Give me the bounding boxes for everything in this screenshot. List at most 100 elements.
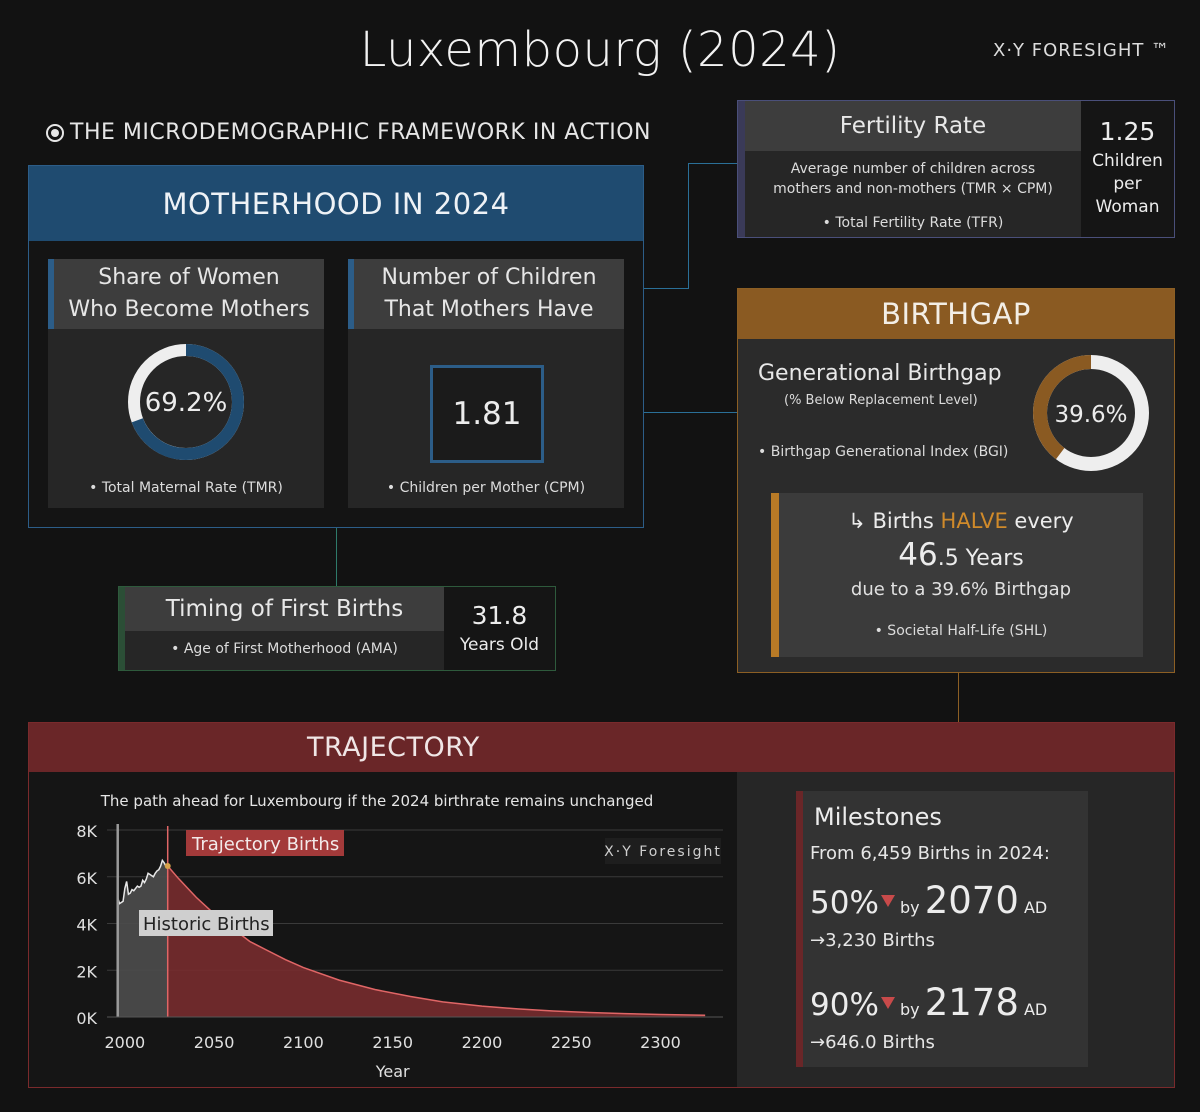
x-tick-label: 2150 [372,1033,413,1052]
bgi-footer: • Birthgap Generational Index (BGI) [758,444,1009,460]
chart-title: The path ahead for Luxembourg if the 202… [100,792,653,810]
bgi-value: 39.6% [1054,402,1127,428]
share-of-mothers-card: Share of Women Who Become Mothers 69.2% … [48,259,324,508]
cpm-value-box: 1.81 [430,365,544,463]
x-tick-label: 2200 [462,1033,503,1052]
milestone-90-ad: AD [1023,1000,1048,1019]
y-tick-label: 8K [76,822,97,841]
connector-line [644,412,738,413]
children-card-title-line1: Number of Children [381,265,597,290]
y-tick-label: 2K [76,962,97,981]
milestone-50-by: by [900,898,920,917]
milestone-50-year: 2070 [924,879,1019,922]
share-card-title-line1: Share of Women [98,265,280,290]
shl-footer: • Societal Half-Life (SHL) [874,623,1048,639]
connector-line [688,163,689,289]
tmr-value: 69.2% [145,388,228,418]
half-life-years: 46.5 Years [779,537,1143,573]
watermark-bg [605,838,721,864]
fertility-desc-line2: mothers and non-mothers (TMR × CPM) [773,181,1053,197]
x-axis-label: Year [375,1062,410,1081]
generational-birthgap-title: Generational Birthgap [758,361,1002,386]
x-tick-label: 2300 [640,1033,681,1052]
brand-logo: X·Y FORESIGHT ™ [993,40,1171,61]
trajectory-births-label: Trajectory Births [191,834,339,855]
halve-prefix: ↳ Births [848,509,941,533]
milestones-from: From 6,459 Births in 2024: [810,843,1050,864]
milestone-90: 90% by 2178 AD [810,981,1047,1024]
down-triangle-icon [880,895,895,907]
historic-births-label: Historic Births [143,914,270,935]
framework-subtitle: THE MICRODEMOGRAPHIC FRAMEWORK IN ACTION [46,120,651,145]
connector-line [688,163,738,164]
tfr-value-block: 1.25 Children per Woman [1081,101,1174,237]
tfr-unit-line3: Woman [1095,197,1160,217]
milestone-50: 50% by 2070 AD [810,879,1047,922]
y-tick-label: 6K [76,869,97,888]
y-tick-label: 4K [76,916,97,935]
milestones-panel: Milestones From 6,459 Births in 2024: 50… [737,772,1174,1087]
connector-line [958,673,959,723]
historic-births-line [116,858,168,905]
x-tick-label: 2100 [283,1033,324,1052]
trajectory-panel: TRAJECTORY The path ahead for Luxembourg… [28,722,1175,1088]
connector-line [644,288,689,289]
tfr-value: 1.25 [1099,117,1156,146]
trajectory-header: TRAJECTORY [29,723,1174,772]
fertility-footer: • Total Fertility Rate (TFR) [822,215,1004,231]
milestone-50-pct: 50% [810,885,879,921]
halve-suffix: every [1007,509,1074,533]
tmr-donut: 69.2% [128,344,244,460]
fertility-info: Fertility Rate Average number of childre… [738,101,1081,237]
halve-line: ↳ Births HALVE every [779,509,1143,533]
half-life-years-int: 46 [898,537,938,573]
x-tick-label: 2000 [104,1033,145,1052]
historic-births-area [117,860,168,1017]
target-icon [46,123,64,142]
trajectory-births-area [167,866,706,1017]
down-triangle-icon [880,997,895,1009]
fertility-title: Fertility Rate [745,101,1081,151]
generational-birthgap-subtitle: (% Below Replacement Level) [784,393,978,408]
share-card-footer: • Total Maternal Rate (TMR) [89,480,283,496]
fertility-panel: Fertility Rate Average number of childre… [737,100,1175,238]
fertility-description: Average number of children across mother… [745,159,1081,199]
trajectory-title: TRAJECTORY [307,732,480,763]
share-card-title-line2: Who Become Mothers [68,297,310,322]
trajectory-label-bg [186,830,344,856]
motherhood-title: MOTHERHOOD IN 2024 [29,166,643,241]
timing-footer: • Age of First Motherhood (AMA) [171,641,398,657]
x-tick-label: 2250 [551,1033,592,1052]
framework-subtitle-text: THE MICRODEMOGRAPHIC FRAMEWORK IN ACTION [70,120,652,145]
x-tick-label: 2050 [194,1033,235,1052]
timing-panel: Timing of First Births • Age of First Mo… [118,586,556,671]
children-per-mother-card: Number of Children That Mothers Have 1.8… [348,259,624,508]
chart-watermark: X·Y Foresight [604,844,722,860]
half-life-years-unit: .5 Years [937,546,1024,571]
fertility-desc-line1: Average number of children across [790,161,1036,177]
historic-label-bg [139,910,273,936]
current-year-point [164,863,171,870]
milestones-title: Milestones [814,803,942,831]
milestone-90-year: 2178 [924,981,1019,1024]
birthgap-title: BIRTHGAP [738,289,1174,339]
donut-value-arc [128,344,244,460]
half-life-card: ↳ Births HALVE every 46.5 Years due to a… [771,493,1143,657]
due-to-text: due to a 39.6% Birthgap [850,579,1072,600]
milestone-50-ad: AD [1023,898,1048,917]
children-card-footer: • Children per Mother (CPM) [386,480,586,496]
page-title: Luxembourg (2024) [359,22,841,78]
children-card-title-line2: That Mothers Have [384,297,594,322]
milestone-90-pct: 90% [810,987,879,1023]
bgi-donut: 39.6% [1033,355,1149,471]
motherhood-panel: MOTHERHOOD IN 2024 Share of Women Who Be… [28,165,644,528]
milestones-card: Milestones From 6,459 Births in 2024: 50… [796,791,1088,1067]
milestone-90-births: →646.0 Births [810,1032,935,1053]
tfr-unit-line2: per [1113,174,1142,194]
milestone-50-births: →3,230 Births [810,930,935,951]
timing-title: Timing of First Births [125,587,444,631]
trajectory-chart: The path ahead for Luxembourg if the 202… [76,792,723,1081]
ama-unit: Years Old [459,635,540,655]
connector-line [336,528,337,586]
y-tick-label: 0K [76,1009,97,1028]
